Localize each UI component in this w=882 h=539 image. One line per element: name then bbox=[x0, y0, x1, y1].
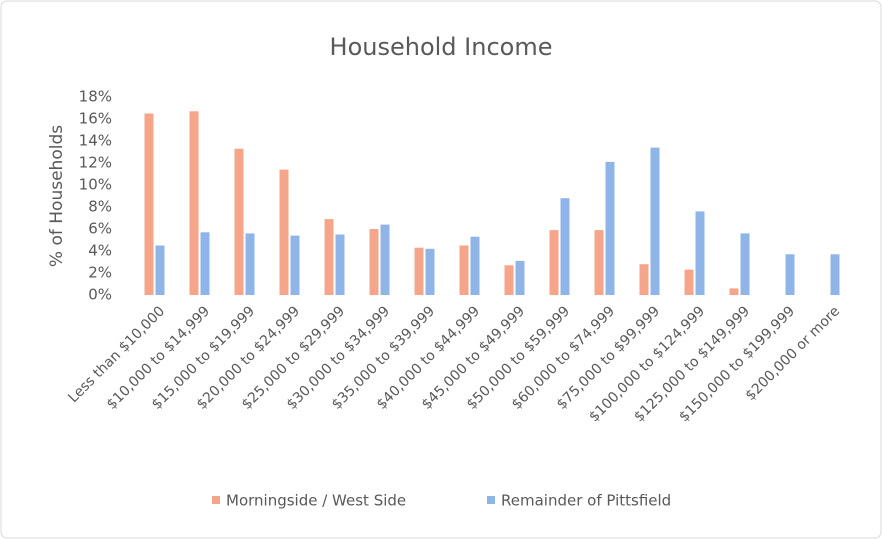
bar bbox=[504, 265, 514, 295]
legend-swatch bbox=[212, 496, 220, 504]
legend-swatch bbox=[487, 496, 495, 504]
bar bbox=[279, 169, 289, 295]
y-tick-label: 10% bbox=[79, 176, 112, 194]
bar bbox=[189, 111, 199, 295]
bar bbox=[515, 260, 525, 295]
bar bbox=[695, 211, 705, 295]
bar bbox=[290, 235, 300, 295]
bar bbox=[830, 254, 840, 295]
y-tick-label: 6% bbox=[88, 220, 112, 238]
legend-label: Remainder of Pittsfield bbox=[501, 492, 671, 510]
bar bbox=[200, 232, 210, 295]
bar bbox=[470, 236, 480, 295]
bar bbox=[144, 113, 154, 295]
y-axis-label: % of Households bbox=[47, 125, 67, 267]
bar bbox=[414, 247, 424, 295]
bar bbox=[425, 248, 435, 295]
y-tick-label: 4% bbox=[88, 242, 112, 260]
bar bbox=[155, 245, 165, 295]
y-tick-label: 14% bbox=[79, 132, 112, 150]
bar bbox=[560, 198, 570, 295]
bar bbox=[785, 254, 795, 295]
legend-label: Morningside / West Side bbox=[226, 492, 406, 510]
bar bbox=[740, 233, 750, 295]
bar bbox=[380, 224, 390, 295]
bar bbox=[549, 230, 559, 295]
bar bbox=[335, 234, 345, 295]
bar bbox=[684, 269, 694, 295]
bar bbox=[234, 148, 244, 295]
chart-title: Household Income bbox=[330, 33, 553, 61]
y-tick-label: 2% bbox=[88, 264, 112, 282]
bar bbox=[639, 264, 649, 295]
bar bbox=[594, 230, 604, 295]
y-tick-label: 18% bbox=[79, 88, 112, 106]
bar bbox=[369, 229, 379, 295]
y-tick-label: 8% bbox=[88, 198, 112, 216]
bar bbox=[245, 233, 255, 295]
y-tick-label: 16% bbox=[79, 110, 112, 128]
bar bbox=[459, 245, 469, 295]
y-tick-label: 0% bbox=[88, 286, 112, 304]
bar bbox=[605, 161, 615, 295]
y-tick-label: 12% bbox=[79, 154, 112, 172]
bar bbox=[650, 147, 660, 295]
bar bbox=[729, 288, 739, 295]
bar bbox=[324, 219, 334, 295]
